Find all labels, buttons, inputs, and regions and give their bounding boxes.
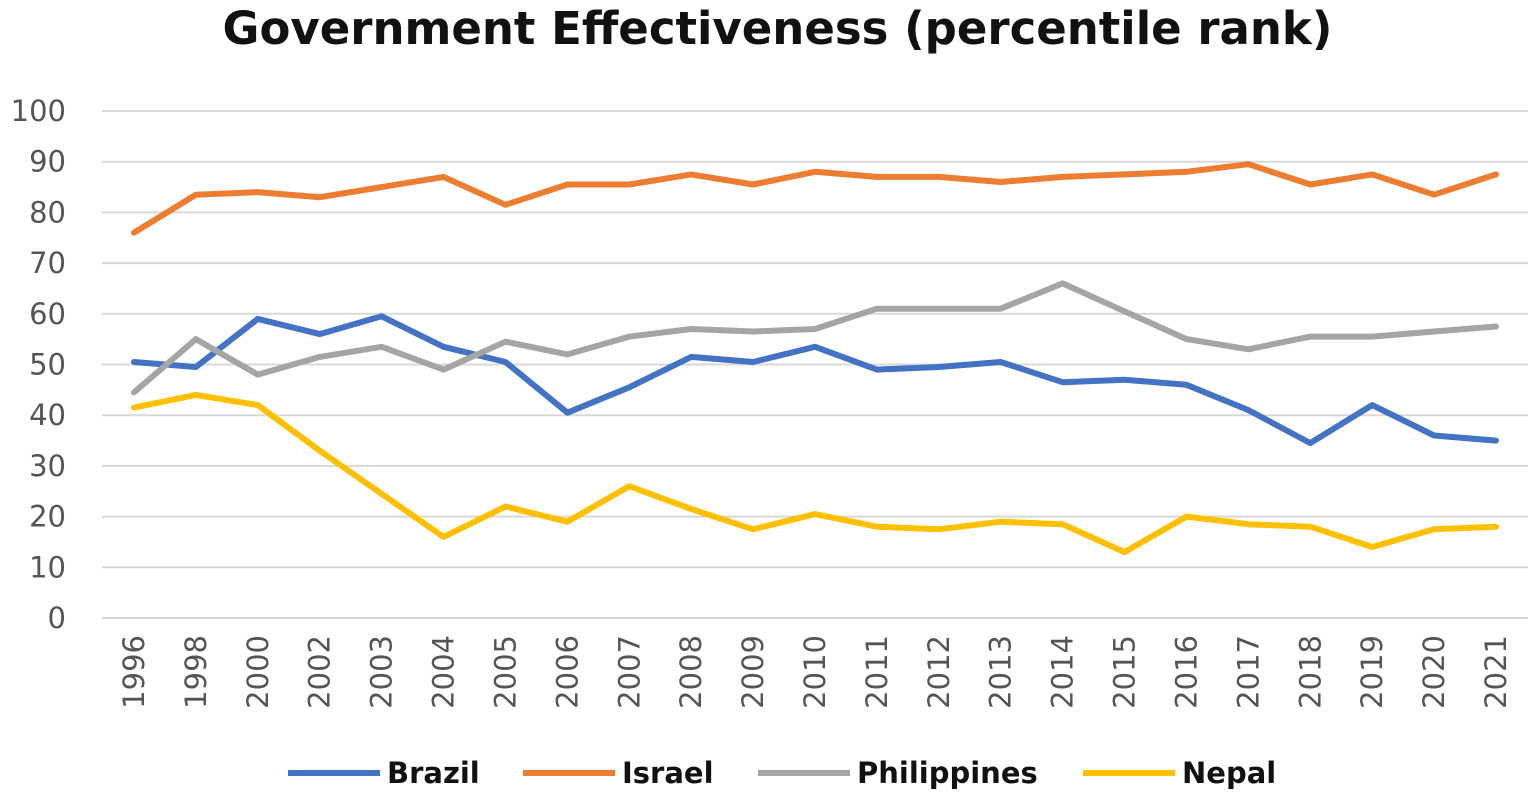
series-line-israel <box>131 161 1499 236</box>
x-tick-label-2009: 2009 <box>736 635 770 709</box>
x-tick-label-2005: 2005 <box>488 635 522 709</box>
x-tick-label-2018: 2018 <box>1293 635 1327 709</box>
x-tick-label-2017: 2017 <box>1231 635 1265 709</box>
x-tick-label-2013: 2013 <box>984 635 1018 709</box>
x-tick-label-2011: 2011 <box>860 635 894 709</box>
y-tick-label-80: 80 <box>29 195 66 229</box>
y-tick-label-30: 30 <box>29 449 66 483</box>
y-tick-label-50: 50 <box>29 348 66 382</box>
x-tick-label-2014: 2014 <box>1046 635 1080 709</box>
x-tick-label-2000: 2000 <box>241 635 275 709</box>
x-tick-label-2006: 2006 <box>550 635 584 709</box>
y-tick-label-10: 10 <box>29 550 66 584</box>
x-tick-label-2007: 2007 <box>612 635 646 709</box>
legend-label-philippines: Philippines <box>857 756 1038 790</box>
y-tick-label-60: 60 <box>29 297 66 331</box>
x-tick-label-2012: 2012 <box>922 635 956 709</box>
x-tick-label-2002: 2002 <box>303 635 337 709</box>
y-tick-label-20: 20 <box>29 500 66 534</box>
x-tick-label-2020: 2020 <box>1417 635 1451 709</box>
x-tick-label-2016: 2016 <box>1169 635 1203 709</box>
x-tick-label-2008: 2008 <box>674 635 708 709</box>
x-tick-label-2010: 2010 <box>798 635 832 709</box>
x-tick-label-2015: 2015 <box>1108 635 1142 709</box>
x-tick-label-2021: 2021 <box>1479 635 1513 709</box>
y-tick-label-0: 0 <box>48 601 66 635</box>
y-tick-label-90: 90 <box>29 145 66 179</box>
series-line-nepal <box>131 391 1499 556</box>
legend-label-nepal: Nepal <box>1182 756 1276 790</box>
chart-title: Government Effectiveness (percentile ran… <box>222 2 1333 55</box>
legend-label-brazil: Brazil <box>387 756 480 790</box>
y-tick-label-70: 70 <box>29 246 66 280</box>
x-tick-label-2019: 2019 <box>1355 635 1389 709</box>
x-tick-label-2003: 2003 <box>365 635 399 709</box>
x-tick-label-1996: 1996 <box>117 635 151 709</box>
y-tick-label-40: 40 <box>29 398 66 432</box>
x-tick-label-2004: 2004 <box>427 635 461 709</box>
series-line-philippines <box>131 280 1499 396</box>
x-tick-label-1998: 1998 <box>179 635 213 709</box>
legend-label-israel: Israel <box>622 756 714 790</box>
series-line-brazil <box>131 313 1499 447</box>
y-tick-label-100: 100 <box>11 94 66 128</box>
